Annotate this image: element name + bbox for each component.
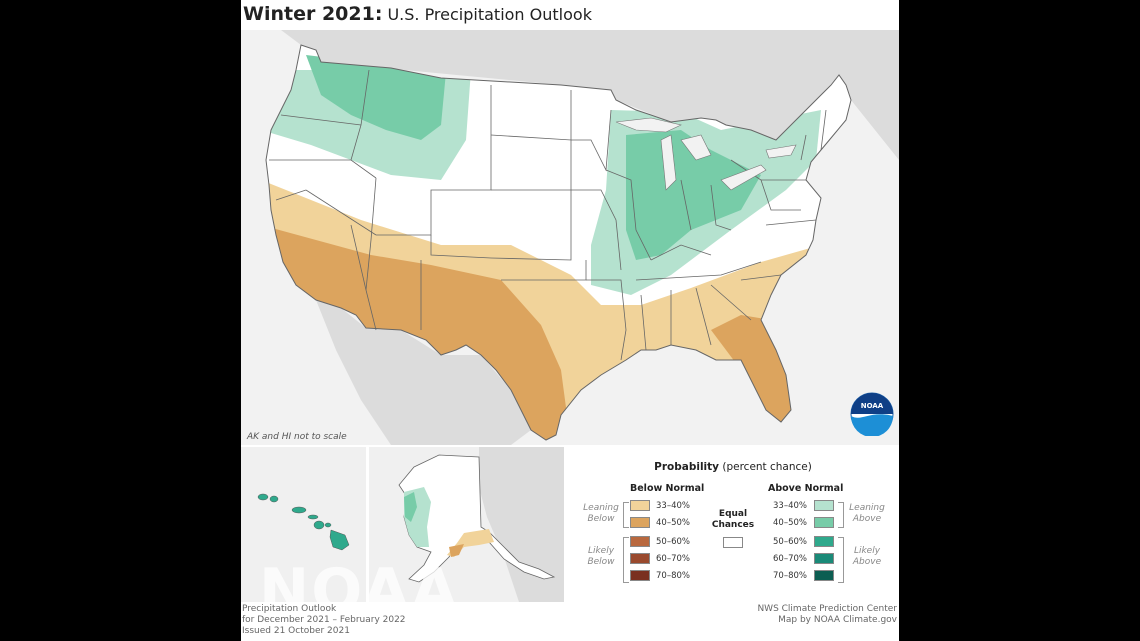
footer-left: Precipitation Outlook for December 2021 … [242,604,406,637]
hawaii-islands [257,493,350,551]
page-title: Winter 2021: U.S. Precipitation Outlook [243,3,592,29]
above-row-1: 33–40% [773,499,834,513]
above-swatch-2 [814,517,834,528]
above-label-2: 40–50% [773,518,807,528]
below-row-2: 40–50% [630,516,690,530]
above-swatch-5 [814,570,834,581]
below-row-3: 50–60% [630,535,690,549]
below-label-1: 33–40% [656,501,690,511]
below-swatch-5 [630,570,650,581]
below-label-2: 40–50% [656,518,690,528]
title-bold: Winter 2021: [243,3,383,25]
conus-map [241,30,899,445]
great-lakes [615,117,797,191]
footer-period: for December 2021 – February 2022 [242,615,406,625]
footer-right: NWS Climate Prediction Center Map by NOA… [757,604,897,626]
legend: Probability (percent chance) Below Norma… [567,447,899,602]
state-borders [265,44,852,441]
above-label-3: 50–60% [773,537,807,547]
leaning-above-bracket [838,502,844,528]
below-swatch-3 [630,536,650,547]
above-swatch-4 [814,553,834,564]
above-label-1: 33–40% [773,501,807,511]
footer-credit: Map by NOAA Climate.gov [778,615,897,625]
mexico-land [316,300,531,445]
above-swatch-1 [814,500,834,511]
below-label-5: 70–80% [656,571,690,581]
above-normal-header: Above Normal [768,483,844,494]
leaning-below-bracket [623,502,629,528]
equal-chances-swatch [723,537,743,548]
footer-cpc: NWS Climate Prediction Center [757,604,897,614]
below-label-3: 50–60% [656,537,690,547]
below-row-5: 70–80% [630,569,690,583]
canada-land [281,30,899,160]
likely-below-bracket [623,537,629,583]
scale-note: AK and HI not to scale [247,432,347,442]
likely-above-label: Likely Above [852,546,882,567]
below-normal-header: Below Normal [630,483,705,494]
below-swatch-4 [630,553,650,564]
footer-issued: Issued 21 October 2021 [242,626,350,636]
hawaii-inset [241,447,366,602]
alaska-inset [369,447,564,602]
alaska-below-40 [449,544,464,557]
equal-chances-label: Equal Chances [711,509,755,530]
footer-outlook: Precipitation Outlook [242,604,337,614]
noaa-logo-icon: NOAA [850,392,894,436]
likely-below-label: Likely Below [587,546,615,567]
above-row-4: 60–70% [773,552,834,566]
above-40-northwest [306,55,446,140]
noaa-logo-text: NOAA [861,402,884,410]
noaa-watermark: NOAA [259,556,460,626]
above-row-3: 50–60% [773,535,834,549]
above-label-5: 70–80% [773,571,807,581]
below-swatch-1 [630,500,650,511]
above-swatch-3 [814,536,834,547]
alaska-above-40 [404,492,417,522]
outlook-panel: Winter 2021: U.S. Precipitation Outlook [241,0,899,641]
above-row-5: 70–80% [773,569,834,583]
above-40-ohio-valley [626,130,761,260]
below-row-1: 33–40% [630,499,690,513]
title-rest: U.S. Precipitation Outlook [387,5,592,24]
below-row-4: 60–70% [630,552,690,566]
leaning-above-label: Leaning Above [849,503,885,524]
legend-title-rest: (percent chance) [722,461,812,473]
below-swatch-2 [630,517,650,528]
above-row-2: 40–50% [773,516,834,530]
legend-title: Probability (percent chance) [567,461,899,473]
likely-above-bracket [838,537,844,583]
above-label-4: 60–70% [773,554,807,564]
leaning-below-label: Leaning Below [583,503,619,524]
below-label-4: 60–70% [656,554,690,564]
legend-title-bold: Probability [654,461,720,473]
